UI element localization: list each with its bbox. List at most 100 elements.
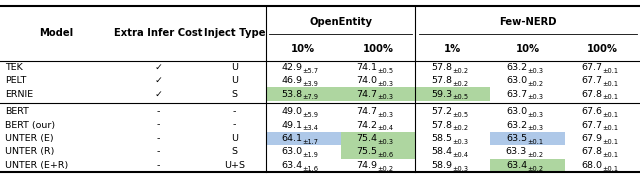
Text: 67.8: 67.8 [581,147,602,156]
Text: 67.7: 67.7 [581,121,602,129]
Text: 67.7: 67.7 [581,63,602,72]
Text: ±0.1: ±0.1 [602,68,618,74]
Text: Extra Infer Cost: Extra Infer Cost [114,28,202,38]
Text: S: S [232,90,237,99]
Text: ±0.3: ±0.3 [452,139,468,145]
Text: ±0.2: ±0.2 [452,125,468,131]
Text: 58.9: 58.9 [431,161,452,170]
Bar [340,132,415,145]
Text: ±7.9: ±7.9 [303,95,319,100]
Text: 57.2: 57.2 [431,107,452,116]
Text: ±1.7: ±1.7 [303,139,319,145]
Text: 58.5: 58.5 [431,134,452,143]
Text: U: U [231,63,238,72]
Text: ±0.3: ±0.3 [527,112,543,118]
Text: -: - [156,107,160,116]
Text: 10%: 10% [291,44,316,54]
Text: ±0.1: ±0.1 [602,139,618,145]
Text: 1%: 1% [444,44,461,54]
Text: U: U [231,134,238,143]
Text: BERT (our): BERT (our) [5,121,55,129]
Text: ±0.2: ±0.2 [527,166,543,172]
Text: ±0.3: ±0.3 [527,125,543,131]
Text: 63.0: 63.0 [282,147,303,156]
Bar [340,145,415,159]
Text: ERNIE: ERNIE [5,90,33,99]
Text: 74.2: 74.2 [356,121,378,129]
Text: 74.7: 74.7 [356,107,378,116]
Text: 63.0: 63.0 [506,76,527,85]
Text: U: U [231,76,238,85]
Bar [340,87,415,101]
Text: UNTER (E): UNTER (E) [5,134,54,143]
Text: 63.2: 63.2 [506,63,527,72]
Text: 63.0: 63.0 [506,107,527,116]
Text: 67.6: 67.6 [581,107,602,116]
Text: ±0.1: ±0.1 [602,152,618,158]
Text: ±0.2: ±0.2 [452,68,468,74]
Text: UNTER (R): UNTER (R) [5,147,54,156]
Text: ✓: ✓ [154,90,162,99]
Text: ±0.3: ±0.3 [527,68,543,74]
Text: BERT: BERT [5,107,29,116]
Text: -: - [233,121,236,129]
Text: Model: Model [40,28,74,38]
Text: Few-NERD: Few-NERD [499,16,557,27]
Text: ±0.1: ±0.1 [602,125,618,131]
Text: 49.1: 49.1 [282,121,303,129]
Text: ±0.5: ±0.5 [378,68,394,74]
Bar [266,132,340,145]
Text: UNTER (E+R): UNTER (E+R) [5,161,68,170]
Text: -: - [156,134,160,143]
Text: 75.4: 75.4 [356,134,378,143]
Text: ±0.4: ±0.4 [452,152,468,158]
Text: 53.8: 53.8 [282,90,303,99]
Text: ±0.5: ±0.5 [452,112,468,118]
Text: -: - [156,121,160,129]
Text: 57.8: 57.8 [431,121,452,129]
Bar [415,87,490,101]
Text: 46.9: 46.9 [282,76,303,85]
Text: 63.7: 63.7 [506,90,527,99]
Text: 63.4: 63.4 [282,161,303,170]
Text: ±0.3: ±0.3 [527,95,543,100]
Text: ±0.3: ±0.3 [378,81,394,87]
Text: 67.8: 67.8 [581,90,602,99]
Text: ±0.3: ±0.3 [378,95,394,100]
Text: 74.9: 74.9 [356,161,378,170]
Text: ✓: ✓ [154,63,162,72]
Text: -: - [156,161,160,170]
Bar [490,159,565,172]
Text: ±0.3: ±0.3 [452,166,468,172]
Text: 63.4: 63.4 [506,161,527,170]
Text: ±0.2: ±0.2 [527,152,543,158]
Text: 64.1: 64.1 [282,134,303,143]
Text: Inject Type: Inject Type [204,28,265,38]
Text: 63.2: 63.2 [506,121,527,129]
Text: 10%: 10% [516,44,540,54]
Text: 58.4: 58.4 [431,147,452,156]
Text: ±0.5: ±0.5 [452,95,468,100]
Text: ±0.3: ±0.3 [378,139,394,145]
Text: 63.5: 63.5 [506,134,527,143]
Text: PELT: PELT [5,76,26,85]
Text: ✓: ✓ [154,76,162,85]
Text: 100%: 100% [362,44,394,54]
Text: ±0.1: ±0.1 [602,112,618,118]
Text: ±3.4: ±3.4 [303,125,319,131]
Text: -: - [233,107,236,116]
Text: 49.0: 49.0 [282,107,303,116]
Text: S: S [232,147,237,156]
Text: 42.9: 42.9 [282,63,303,72]
Text: ±0.3: ±0.3 [378,112,394,118]
Text: ±1.9: ±1.9 [303,152,319,158]
Text: -: - [156,147,160,156]
Text: ±5.7: ±5.7 [303,68,319,74]
Text: 59.3: 59.3 [431,90,452,99]
Text: ±0.1: ±0.1 [602,81,618,87]
Text: 63.3: 63.3 [506,147,527,156]
Text: ±0.1: ±0.1 [602,95,618,100]
Text: 67.9: 67.9 [581,134,602,143]
Bar [266,87,340,101]
Text: ±5.9: ±5.9 [303,112,319,118]
